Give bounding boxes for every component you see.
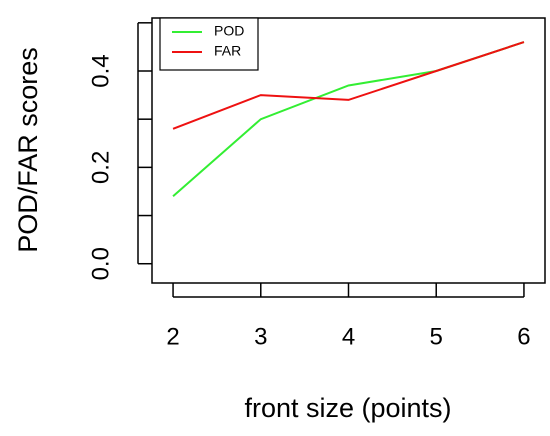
y-tick-label: 0.2	[87, 151, 114, 184]
x-tick-label: 6	[517, 323, 530, 350]
legend-box	[159, 17, 259, 71]
legend-label: FAR	[214, 43, 241, 59]
x-tick-label: 4	[342, 323, 355, 350]
legend-label: POD	[214, 23, 244, 39]
x-tick-label: 3	[254, 323, 267, 350]
x-tick-label: 2	[166, 323, 179, 350]
y-tick-label: 0.0	[87, 247, 114, 280]
series-line	[172, 41, 525, 130]
x-tick-label: 5	[430, 323, 443, 350]
x-axis-label: front size (points)	[244, 393, 451, 423]
y-axis-label: POD/FAR scores	[13, 47, 43, 253]
y-tick-label: 0.4	[87, 54, 114, 87]
